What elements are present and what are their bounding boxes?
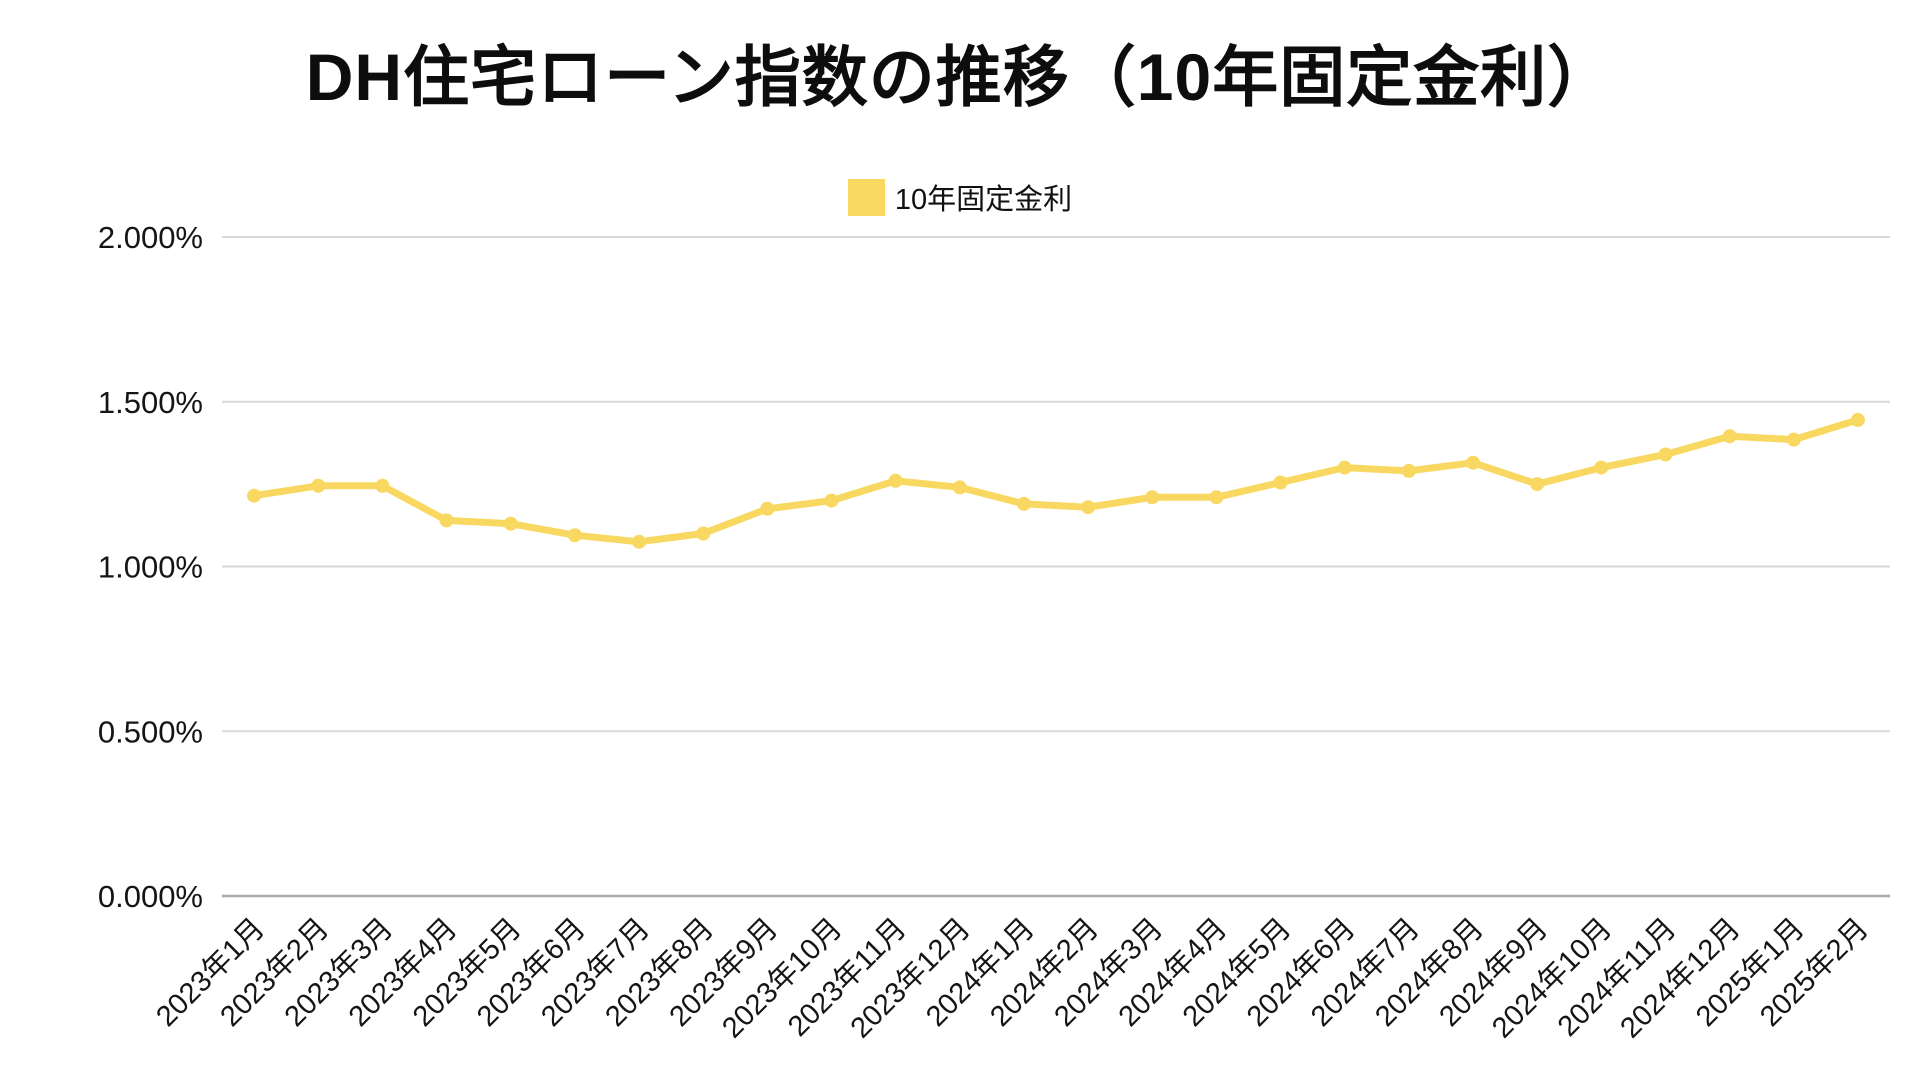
y-axis-tick-label: 1.000% [98,550,203,585]
data-point [1145,490,1160,505]
data-point [1401,463,1416,478]
legend-swatch-icon [847,178,885,216]
data-point [439,513,454,528]
data-point [1850,412,1865,427]
y-axis-tick-label: 0.000% [98,879,203,914]
data-point [1273,475,1288,490]
data-point [375,478,390,493]
data-point [247,488,262,503]
legend-label: 10年固定金利 [894,184,1073,216]
data-point [1658,447,1673,462]
data-point [311,478,326,493]
data-point [1081,500,1096,515]
data-point [1337,460,1352,475]
data-point [632,534,646,549]
y-axis-tick-label: 1.500% [98,385,203,420]
y-axis-tick-label: 2.000% [98,220,203,255]
data-point [1786,432,1801,447]
y-axis-tick-label: 0.500% [98,714,203,749]
data-point [567,528,582,543]
data-point [760,501,775,516]
legend: 10年固定金利 [0,176,1920,218]
data-point [1209,490,1224,505]
series-line [250,416,1862,546]
data-point [888,473,903,488]
data-point [1594,460,1609,475]
data-point [503,516,518,531]
data-point [1466,455,1480,470]
data-point [824,493,839,508]
data-point [696,526,711,541]
chart-title: DH住宅ローン指数の推移（10年固定金利） [305,40,1615,114]
data-point [1530,477,1545,492]
data-point [1722,429,1737,444]
data-point [952,480,967,495]
data-point [1016,496,1031,511]
